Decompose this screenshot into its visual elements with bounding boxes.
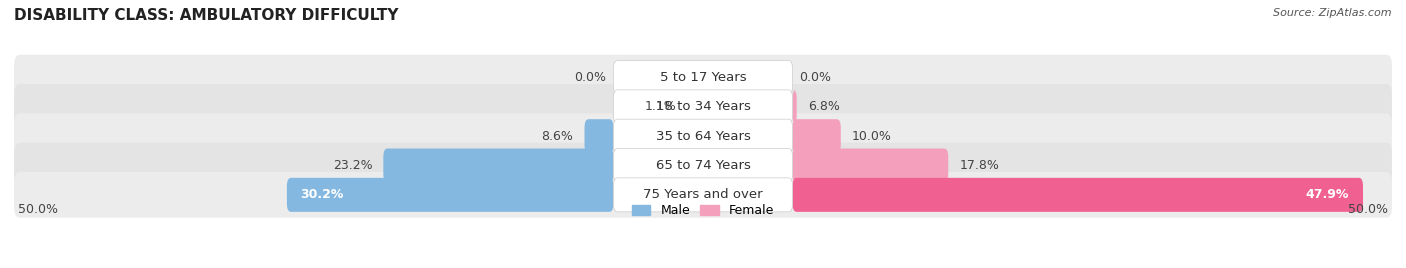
FancyBboxPatch shape [14, 55, 1392, 100]
Text: DISABILITY CLASS: AMBULATORY DIFFICULTY: DISABILITY CLASS: AMBULATORY DIFFICULTY [14, 8, 398, 23]
FancyBboxPatch shape [793, 148, 948, 183]
Legend: Male, Female: Male, Female [627, 199, 779, 222]
Text: 10.0%: 10.0% [852, 130, 891, 143]
FancyBboxPatch shape [613, 61, 793, 95]
FancyBboxPatch shape [384, 148, 613, 183]
Text: Source: ZipAtlas.com: Source: ZipAtlas.com [1274, 8, 1392, 18]
Text: 5 to 17 Years: 5 to 17 Years [659, 71, 747, 84]
FancyBboxPatch shape [793, 178, 1362, 212]
FancyBboxPatch shape [14, 143, 1392, 188]
Text: 6.8%: 6.8% [807, 100, 839, 113]
Text: 1.1%: 1.1% [645, 100, 676, 113]
FancyBboxPatch shape [14, 172, 1392, 218]
FancyBboxPatch shape [613, 119, 793, 153]
FancyBboxPatch shape [613, 148, 793, 183]
FancyBboxPatch shape [14, 113, 1392, 159]
FancyBboxPatch shape [793, 119, 841, 153]
Text: 0.0%: 0.0% [800, 71, 831, 84]
FancyBboxPatch shape [287, 178, 613, 212]
Text: 75 Years and over: 75 Years and over [643, 188, 763, 201]
Text: 18 to 34 Years: 18 to 34 Years [655, 100, 751, 113]
FancyBboxPatch shape [14, 84, 1392, 130]
Text: 30.2%: 30.2% [301, 188, 344, 201]
FancyBboxPatch shape [613, 178, 793, 212]
Text: 23.2%: 23.2% [333, 159, 373, 172]
Text: 50.0%: 50.0% [1348, 203, 1388, 216]
FancyBboxPatch shape [793, 90, 797, 124]
Text: 8.6%: 8.6% [541, 130, 574, 143]
Text: 0.0%: 0.0% [575, 71, 606, 84]
Text: 47.9%: 47.9% [1306, 188, 1350, 201]
Text: 50.0%: 50.0% [18, 203, 58, 216]
Text: 17.8%: 17.8% [959, 159, 1000, 172]
FancyBboxPatch shape [585, 119, 613, 153]
Text: 65 to 74 Years: 65 to 74 Years [655, 159, 751, 172]
Text: 35 to 64 Years: 35 to 64 Years [655, 130, 751, 143]
FancyBboxPatch shape [613, 90, 793, 124]
